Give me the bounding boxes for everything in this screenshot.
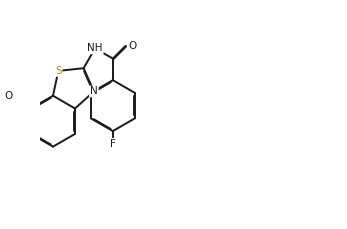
Text: O: O <box>128 41 136 51</box>
Text: N: N <box>90 87 98 96</box>
Text: S: S <box>55 66 62 76</box>
Text: NH: NH <box>87 43 103 53</box>
Text: F: F <box>110 139 116 149</box>
Text: O: O <box>5 91 13 101</box>
